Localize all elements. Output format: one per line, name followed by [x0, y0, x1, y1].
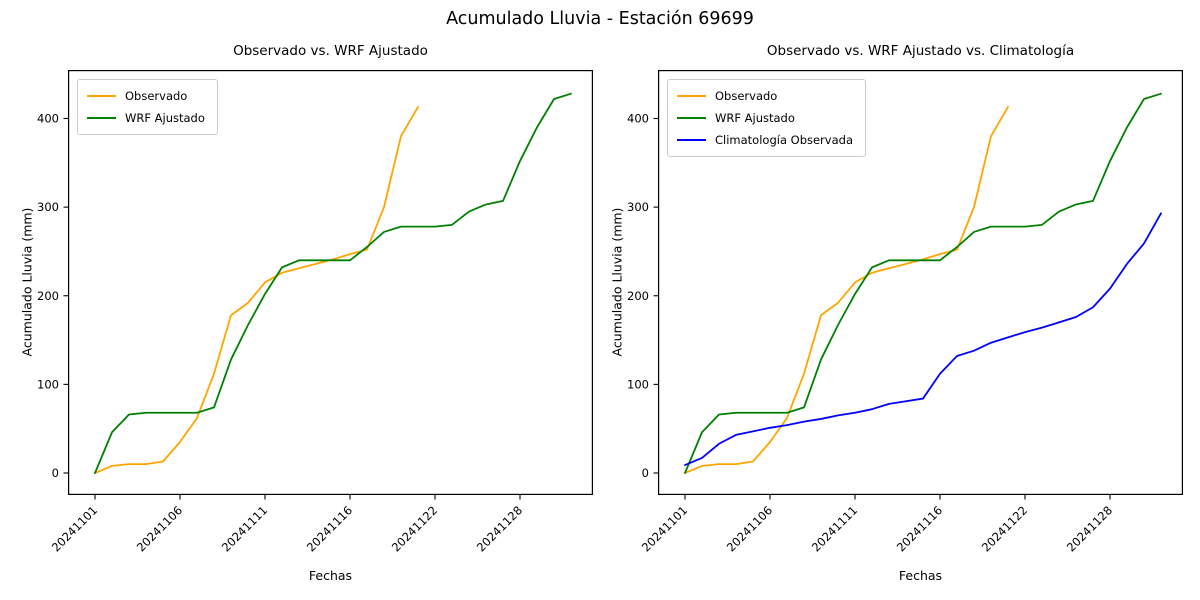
series-line-wrf-ajustado — [684, 92, 1162, 474]
legend-item: Observado — [87, 85, 205, 107]
y-tick-label: 200 — [627, 289, 649, 303]
right-legend: Observado WRF Ajustado Climatología Observ… — [667, 79, 866, 157]
series-line-observado — [684, 106, 1009, 474]
x-tick-label: 20241128 — [1064, 503, 1115, 554]
y-tick-label: 300 — [627, 200, 649, 214]
legend-label: Climatología Observada — [715, 133, 853, 147]
legend-line-swatch — [87, 95, 116, 97]
legend-line-swatch — [677, 95, 706, 97]
legend-label: Observado — [125, 89, 188, 103]
right-x-axis-label: Fechas — [898, 568, 943, 583]
legend-label: WRF Ajustado — [125, 111, 205, 125]
legend-label: WRF Ajustado — [715, 111, 795, 125]
legend-line-swatch — [677, 139, 706, 141]
x-tick-label: 20241106 — [134, 503, 185, 554]
left-subplot-title: Observado vs. WRF Ajustado — [233, 43, 428, 59]
series-line-climatolog-a-observada — [684, 212, 1162, 466]
figure-title: Acumulado Lluvia - Estación 69699 — [446, 9, 754, 29]
y-tick-label: 100 — [627, 377, 649, 391]
legend-line-swatch — [87, 117, 116, 119]
left-y-axis-label: Acumulado Lluvia (mm) — [19, 207, 35, 357]
series-line-observado — [94, 106, 419, 474]
x-tick-label: 20241111 — [809, 503, 860, 554]
x-tick-label: 20241116 — [304, 503, 355, 554]
x-tick-label: 20241101 — [639, 503, 690, 554]
y-tick-label: 0 — [642, 466, 649, 480]
x-tick-label: 20241101 — [49, 503, 100, 554]
y-tick-label: 0 — [52, 466, 59, 480]
axes-frame — [68, 70, 593, 495]
left-subplot: Observado vs. WRF Ajustado Acumulado Llu… — [20, 43, 593, 583]
y-tick-label: 300 — [37, 200, 59, 214]
legend-item: Climatología Observada — [677, 129, 853, 151]
axes-frame — [658, 70, 1183, 495]
left-legend: Observado WRF Ajustado — [77, 79, 218, 135]
series-line-wrf-ajustado — [94, 92, 572, 474]
legend-label: Observado — [715, 89, 778, 103]
right-y-axis-label: Acumulado Lluvia (mm) — [609, 207, 625, 357]
x-tick-label: 20241122 — [389, 503, 440, 554]
y-tick-label: 100 — [37, 377, 59, 391]
x-tick-label: 20241116 — [894, 503, 945, 554]
legend-item: WRF Ajustado — [677, 107, 853, 129]
legend-line-swatch — [677, 117, 706, 119]
right-subplot-title: Observado vs. WRF Ajustado vs. Climatolo… — [766, 43, 1075, 59]
y-tick-label: 400 — [37, 112, 59, 126]
x-tick-label: 20241122 — [979, 503, 1030, 554]
x-tick-label: 20241111 — [219, 503, 270, 554]
y-tick-label: 200 — [37, 289, 59, 303]
legend-item: WRF Ajustado — [87, 107, 205, 129]
y-tick-label: 400 — [627, 112, 649, 126]
legend-item: Observado — [677, 85, 853, 107]
x-tick-label: 20241106 — [724, 503, 775, 554]
x-tick-label: 20241128 — [474, 503, 525, 554]
left-x-axis-label: Fechas — [308, 568, 353, 583]
right-subplot: Observado vs. WRF Ajustado vs. Climatolo… — [610, 43, 1183, 583]
